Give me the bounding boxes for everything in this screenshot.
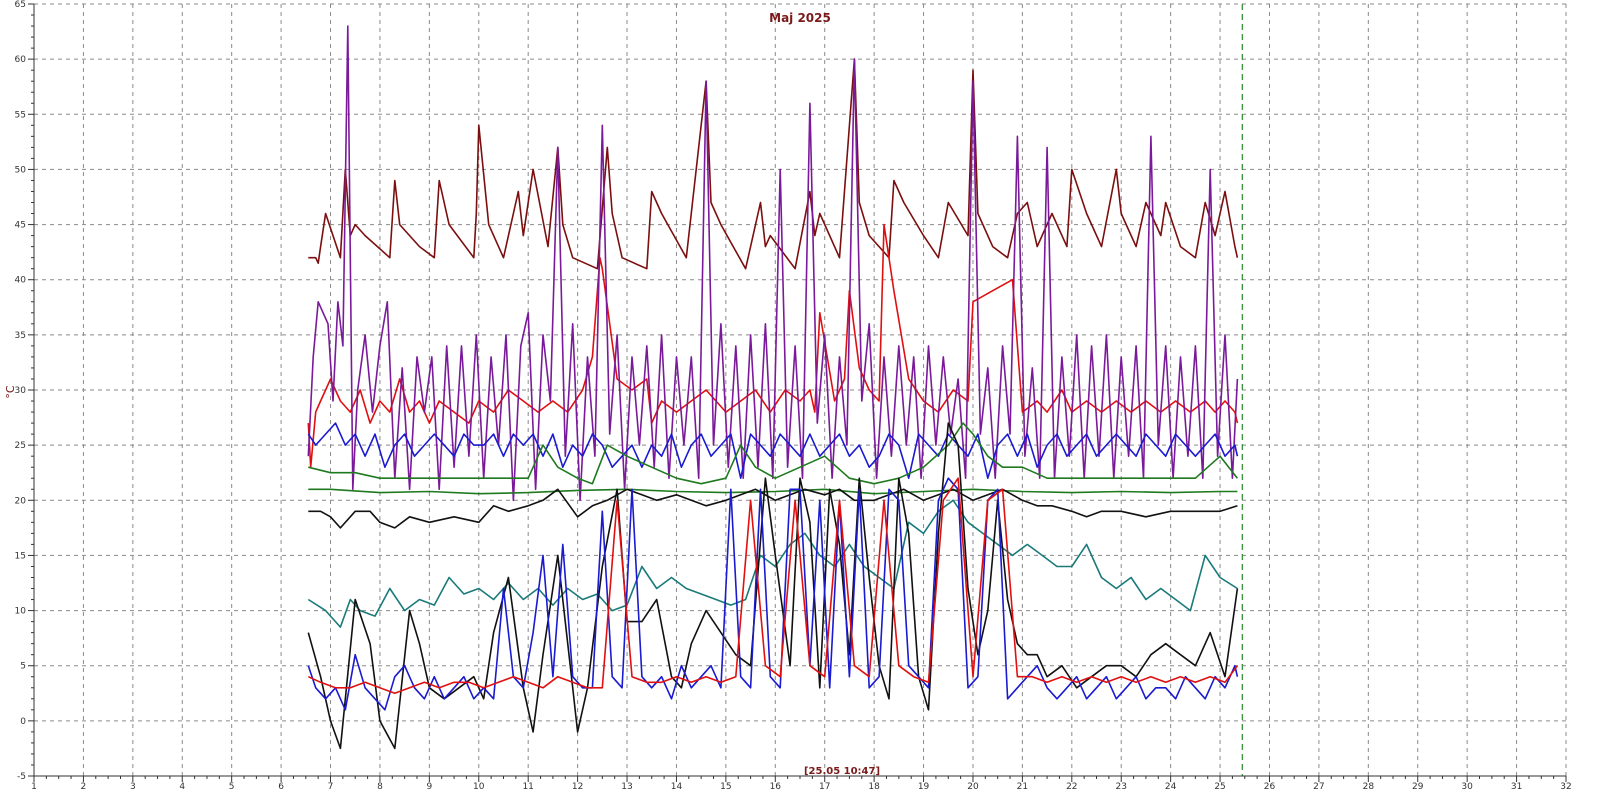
x-tick-label: 5 xyxy=(229,782,235,792)
x-tick-label: 17 xyxy=(819,782,830,792)
x-tick-label: 26 xyxy=(1264,782,1276,792)
y-tick-label: 10 xyxy=(15,607,27,617)
axes xyxy=(28,3,1567,782)
x-tick-label: 15 xyxy=(720,782,731,792)
y-tick-label: 50 xyxy=(15,165,27,175)
x-tick-label: 3 xyxy=(130,782,136,792)
x-tick-label: 30 xyxy=(1461,782,1473,792)
x-tick-labels: 1 2 3 4 5 6 7 8 9 10 11 12 13 14 15 16 17 18 19 20 21 22 23 24 2… xyxy=(31,782,1572,792)
chart-title: Maj 2025 xyxy=(769,11,831,25)
y-tick-label: 5 xyxy=(20,662,26,672)
y-tick-label: 35 xyxy=(15,331,26,341)
x-tick-label: 20 xyxy=(967,782,979,792)
x-tick-label: 22 xyxy=(1066,782,1077,792)
x-tick-label: 14 xyxy=(671,782,683,792)
y-tick-labels: -5 0 5 10 15 20 25 30 35 40 45 50 55 60 65 xyxy=(15,0,27,782)
y-tick-label: 60 xyxy=(15,55,27,65)
series-line-7 xyxy=(308,488,1238,529)
y-tick-label: -5 xyxy=(17,772,26,782)
series-line-10 xyxy=(307,477,1239,711)
x-tick-label: 1 xyxy=(31,782,37,792)
x-tick-label: 6 xyxy=(278,782,284,792)
y-tick-label: 45 xyxy=(15,221,26,231)
series-line-1 xyxy=(308,58,1239,270)
y-tick-label: 65 xyxy=(15,0,26,10)
y-tick-label: 15 xyxy=(15,551,26,561)
x-tick-label: 4 xyxy=(179,782,185,792)
x-tick-label: 9 xyxy=(426,782,432,792)
y-tick-label: 25 xyxy=(15,441,26,451)
x-tick-label: 13 xyxy=(621,782,632,792)
x-tick-label: 11 xyxy=(522,782,533,792)
x-tick-label: 28 xyxy=(1363,782,1375,792)
x-tick-label: 25 xyxy=(1214,782,1225,792)
y-tick-label: 0 xyxy=(20,717,26,727)
x-tick-label: 8 xyxy=(377,782,383,792)
series-line-11 xyxy=(307,477,1239,695)
series-line-4 xyxy=(307,422,1239,480)
x-tick-label: 10 xyxy=(473,782,485,792)
y-tick-label: 30 xyxy=(15,386,27,396)
x-tick-label: 27 xyxy=(1313,782,1324,792)
x-tick-label: 29 xyxy=(1412,782,1424,792)
x-tick-label: 23 xyxy=(1115,782,1126,792)
series-line-6 xyxy=(308,488,1238,495)
x-tick-label: 32 xyxy=(1560,782,1571,792)
series-line-5 xyxy=(308,422,1239,485)
x-tick-label: 21 xyxy=(1017,782,1028,792)
x-tick-label: 12 xyxy=(572,782,583,792)
x-tick-label: 7 xyxy=(328,782,334,792)
x-tick-label: 2 xyxy=(81,782,87,792)
y-tick-label: 20 xyxy=(15,496,27,506)
x-tick-label: 18 xyxy=(868,782,880,792)
series-line-9 xyxy=(307,422,1239,750)
x-tick-label: 24 xyxy=(1165,782,1177,792)
x-tick-label: 16 xyxy=(770,782,782,792)
x-tick-label: 19 xyxy=(918,782,930,792)
x-tick-label: 31 xyxy=(1511,782,1522,792)
series-line-3 xyxy=(307,25,1239,502)
y-axis-label: °C xyxy=(4,385,17,399)
y-tick-label: 55 xyxy=(15,110,26,120)
series-line-8 xyxy=(307,499,1238,628)
y-tick-label: 40 xyxy=(15,276,27,286)
series-layer xyxy=(307,25,1239,750)
cursor-label: [25.05 10:47] xyxy=(804,766,880,777)
